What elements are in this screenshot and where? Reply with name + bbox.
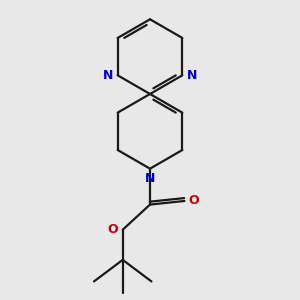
Text: O: O — [188, 194, 199, 208]
Text: N: N — [103, 69, 113, 82]
Text: N: N — [145, 172, 155, 185]
Text: O: O — [108, 223, 118, 236]
Text: N: N — [187, 69, 197, 82]
